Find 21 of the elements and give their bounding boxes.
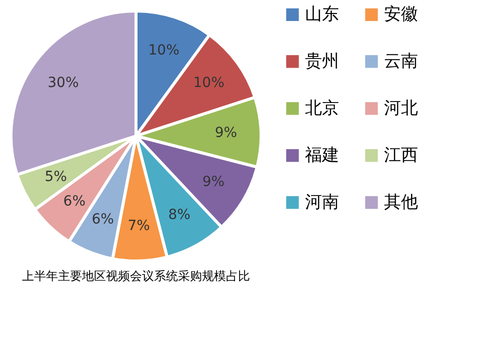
data-label: 10% [148,42,180,58]
data-label: 8% [168,206,190,223]
legend-label: 贵州 [305,52,339,72]
data-label: 6% [63,194,86,210]
legend-label: 江西 [384,146,418,166]
legend-label: 福建 [305,146,339,166]
legend-label: 云南 [384,52,418,72]
legend-label: 其他 [384,192,418,212]
data-label: 5% [44,168,67,185]
data-label: 9% [214,125,238,142]
legend-label: 北京 [305,98,339,118]
legend-label: 山东 [305,4,339,25]
legend-label: 河南 [305,192,339,212]
data-label: 9% [202,174,225,190]
legend-label: 安徽 [384,4,418,25]
legend-label: 河北 [384,98,418,118]
data-label: 10% [193,75,224,92]
data-label: 30% [48,75,79,92]
data-label: 6% [92,212,114,228]
text: 上半年主要地区视频会议系统采购规模占比 [22,269,250,283]
data-label: 7% [128,218,150,234]
